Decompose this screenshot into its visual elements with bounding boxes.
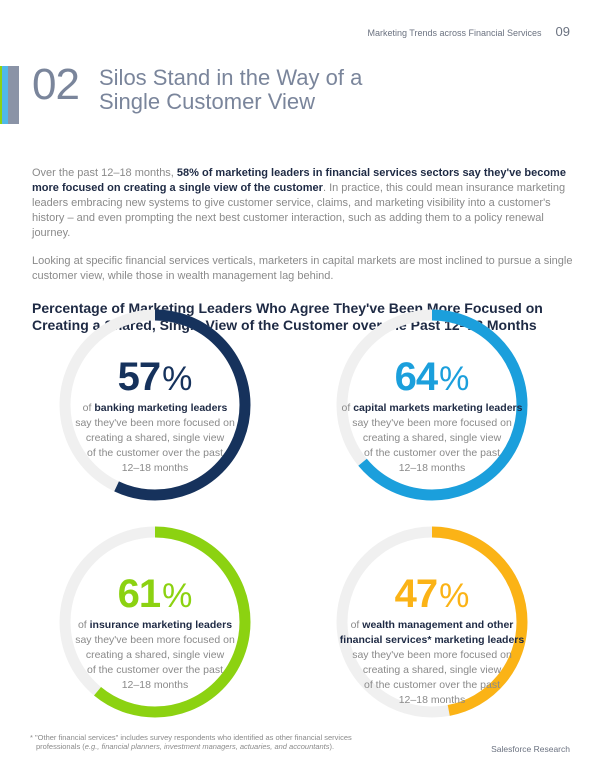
donut-arc bbox=[336, 309, 528, 501]
donut-label: 61% of insurance marketing leaders say the… bbox=[55, 574, 255, 693]
donut-chart bbox=[336, 526, 528, 718]
text: of bbox=[350, 619, 363, 631]
intro-paragraph-2: Looking at specific financial services v… bbox=[32, 255, 573, 282]
page-number: 09 bbox=[555, 24, 570, 39]
description-line: 12–18 months bbox=[121, 462, 189, 474]
footnote: * "Other financial services" includes su… bbox=[30, 733, 470, 751]
group-line: of banking marketing leaders bbox=[55, 401, 255, 416]
group-name: insurance marketing leaders bbox=[89, 619, 233, 631]
donut-chart bbox=[336, 309, 528, 501]
intro-paragraph-1: Over the past 12–18 months, 58% of marke… bbox=[32, 166, 582, 241]
text: of bbox=[82, 402, 95, 414]
group-line: of insurance marketing leaders bbox=[55, 618, 255, 633]
text: ). bbox=[329, 742, 335, 751]
text: professionals ( bbox=[36, 742, 85, 751]
group-name: financial services* marketing leaders bbox=[339, 634, 525, 646]
description-line: say they've been more focused on bbox=[352, 649, 512, 661]
donut-label: 47% of wealth management and other financi… bbox=[332, 574, 532, 708]
description-line: 12–18 months bbox=[398, 462, 466, 474]
percent-sign: % bbox=[162, 360, 193, 398]
highlight-text: 58% of marketing leaders in financial se… bbox=[32, 167, 566, 194]
donut-label: 64% of capital markets marketing leaders s… bbox=[332, 357, 532, 476]
percent-sign: % bbox=[439, 577, 470, 615]
description-line: creating a shared, single view bbox=[85, 432, 225, 444]
group-name: wealth management and other bbox=[362, 619, 514, 631]
percent-sign: % bbox=[162, 577, 193, 615]
group-name: capital markets marketing leaders bbox=[353, 402, 523, 414]
description-line: of the customer over the past bbox=[87, 664, 223, 676]
donut-arc bbox=[59, 526, 251, 718]
footnote-line-1: * "Other financial services" includes su… bbox=[30, 733, 352, 742]
description-line: creating a shared, single view bbox=[362, 432, 502, 444]
donut-arc bbox=[336, 526, 528, 718]
title-line-2: Single Customer View bbox=[99, 89, 316, 114]
description-line: say they've been more focused on bbox=[75, 634, 235, 646]
percent-sign: % bbox=[439, 360, 470, 398]
description-line: creating a shared, single view bbox=[85, 649, 225, 661]
text: Over the past 12–18 months, bbox=[32, 167, 177, 179]
source-label: Salesforce Research bbox=[491, 744, 570, 754]
text: of bbox=[341, 402, 354, 414]
donut-label: 57% of banking marketing leaders say they'… bbox=[55, 357, 255, 476]
description-line: 12–18 months bbox=[121, 679, 189, 691]
description-line: of the customer over the past bbox=[364, 447, 500, 459]
group-line: of capital markets marketing leaders bbox=[332, 401, 532, 416]
donut-chart bbox=[59, 526, 251, 718]
document-title: Marketing Trends across Financial Servic… bbox=[367, 28, 542, 38]
description-line: creating a shared, single view bbox=[362, 664, 502, 676]
value-label: 47 bbox=[394, 572, 438, 616]
value-label: 61 bbox=[117, 572, 161, 616]
donut-arc bbox=[59, 309, 251, 501]
group-line: of wealth management and other bbox=[332, 618, 532, 633]
description-line: of the customer over the past bbox=[364, 679, 500, 691]
section-number: 02 bbox=[32, 60, 80, 109]
section-accent-bar bbox=[0, 66, 19, 124]
donut-chart bbox=[59, 309, 251, 501]
description-line: of the customer over the past bbox=[87, 447, 223, 459]
footnote-line-2: professionals (e.g., financial planners,… bbox=[30, 742, 470, 751]
group-name: banking marketing leaders bbox=[94, 402, 228, 414]
text: of bbox=[77, 619, 90, 631]
text: e.g., financial planners, investment man… bbox=[84, 742, 330, 751]
description-line: 12–18 months bbox=[398, 694, 466, 706]
description-line: say they've been more focused on bbox=[75, 417, 235, 429]
section-title: Silos Stand in the Way of a Single Custo… bbox=[99, 66, 362, 114]
value-label: 64 bbox=[394, 355, 438, 399]
value-label: 57 bbox=[117, 355, 161, 399]
description-line: say they've been more focused on bbox=[352, 417, 512, 429]
title-line-1: Silos Stand in the Way of a bbox=[99, 65, 363, 90]
group-line-2: financial services* marketing leaders bbox=[332, 633, 532, 648]
page-header: Marketing Trends across Financial Servic… bbox=[367, 24, 570, 39]
text: . In practice, this could mean insurance… bbox=[32, 182, 566, 239]
